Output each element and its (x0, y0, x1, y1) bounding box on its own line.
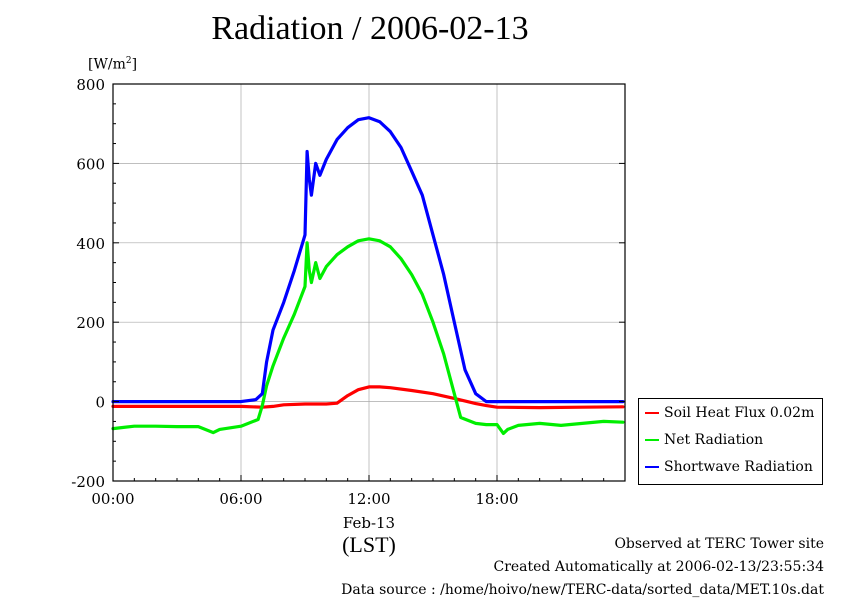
legend-label-net: Net Radiation (664, 432, 764, 448)
legend-swatch-soil (645, 412, 659, 414)
legend-item-soil: Soil Heat Flux 0.02m (645, 403, 814, 423)
x-tick-label: 00:00 (91, 490, 134, 508)
y-tick-label: -200 (71, 473, 105, 491)
legend-swatch-short (645, 466, 659, 468)
legend-item-net: Net Radiation (645, 430, 763, 450)
y-tick-label: 400 (76, 235, 105, 253)
unit-superscript: 2 (125, 56, 132, 66)
y-tick-label: 600 (76, 155, 105, 173)
legend-label-soil: Soil Heat Flux 0.02m (664, 405, 815, 421)
series-line-0 (111, 385, 625, 410)
footer-created: Created Automatically at 2006-02-13/23:5… (493, 559, 824, 575)
legend-label-short: Shortwave Radiation (664, 459, 813, 475)
unit-close: ] (131, 56, 138, 73)
x-tick-label: 12:00 (347, 490, 390, 508)
y-tick-label: 0 (95, 394, 105, 412)
y-tick-label: 800 (76, 76, 105, 94)
x-axis-title: (LST) (342, 532, 396, 557)
legend: Soil Heat Flux 0.02m Net Radiation Short… (638, 398, 823, 485)
x-axis-date-label: Feb-13 (343, 514, 395, 532)
footer-source: Data source : /home/hoivo/new/TERC-data/… (341, 582, 824, 598)
footer-site: Observed at TERC Tower site (614, 536, 824, 552)
grid-layer (113, 84, 625, 481)
series-layer (111, 116, 625, 435)
chart-title: Radiation / 2006-02-13 (211, 10, 529, 47)
x-tick-label: 06:00 (219, 490, 262, 508)
unit-label: [W/m (88, 56, 126, 73)
series-line-2 (111, 116, 625, 404)
legend-swatch-net (645, 439, 659, 441)
x-tick-label: 18:00 (475, 490, 518, 508)
legend-item-short: Shortwave Radiation (645, 457, 813, 477)
axis-layer: -200 0 200 400 600 800 00:00 06:00 12:00 18:00 (71, 76, 625, 508)
y-tick-label: 200 (76, 314, 105, 332)
y-axis-unit: [W/m2] (88, 56, 137, 73)
series-line-1 (111, 237, 625, 435)
